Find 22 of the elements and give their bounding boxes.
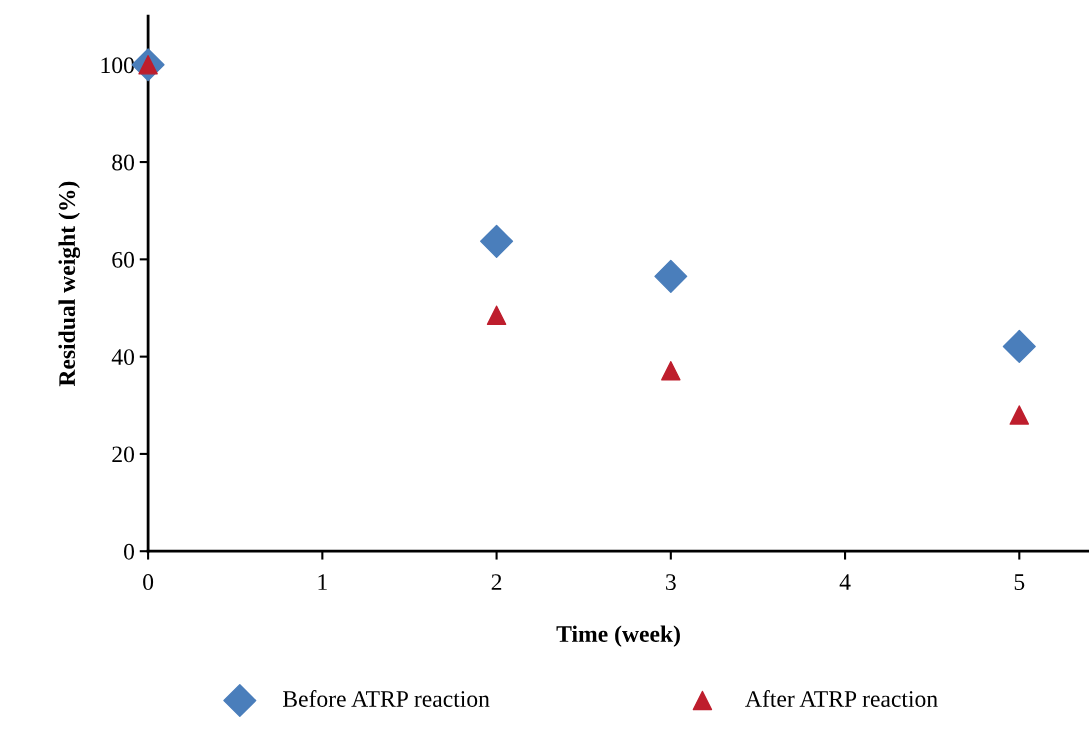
point bbox=[661, 360, 681, 381]
x-tick-label: 5 bbox=[1014, 574, 1025, 591]
y-tick-label: 40 bbox=[111, 349, 135, 366]
x-tick-label: 0 bbox=[143, 574, 154, 591]
x-tick-label: 1 bbox=[318, 574, 327, 590]
point bbox=[1009, 405, 1030, 425]
x-tick-label: 2 bbox=[491, 574, 502, 590]
x-tick-label: 3 bbox=[666, 574, 676, 591]
y-tick-label: 60 bbox=[112, 251, 135, 268]
point bbox=[480, 224, 514, 258]
legend-label: Before ATRP reaction bbox=[282, 690, 490, 707]
point bbox=[486, 305, 507, 326]
y-tick-label: 100 bbox=[101, 57, 135, 74]
x-tick-label: 4 bbox=[839, 574, 851, 590]
x-axis-title: Time (week) bbox=[556, 625, 680, 647]
y-tick-label: 80 bbox=[112, 154, 135, 171]
y-tick-label: 20 bbox=[112, 446, 135, 463]
legend-label: After ATRP reaction bbox=[745, 690, 938, 707]
y-tick-label: 0 bbox=[124, 543, 135, 560]
point bbox=[654, 259, 688, 293]
y-axis-title: Residual weight (%) bbox=[58, 181, 81, 387]
point bbox=[1002, 329, 1036, 363]
